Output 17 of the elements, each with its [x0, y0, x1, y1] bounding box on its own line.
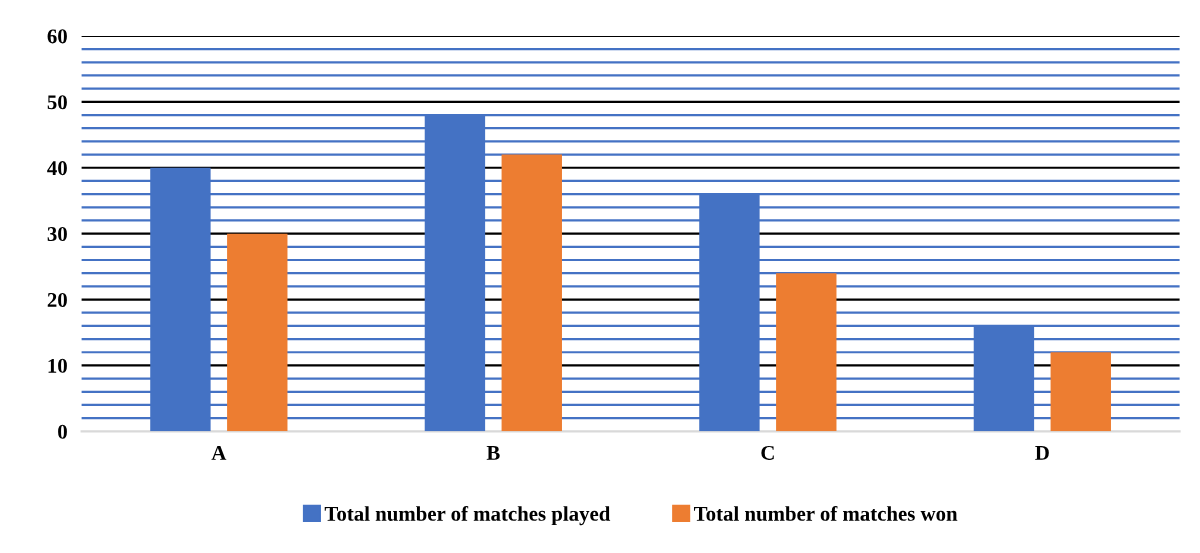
legend-label: Total number of matches played: [324, 505, 611, 526]
bar: [1050, 352, 1111, 432]
y-tick-label: 40: [47, 161, 67, 176]
x-tick-label: B: [486, 446, 500, 460]
x-tick-label: D: [1035, 446, 1049, 460]
y-tick-label: 0: [58, 424, 67, 439]
legend-label: Total number of matches won: [694, 505, 958, 521]
y-tick-label: 60: [47, 29, 67, 44]
x-tick-label: A: [211, 445, 227, 460]
bar: [501, 154, 562, 432]
y-tick-label: 20: [47, 292, 67, 307]
y-tick-label: 30: [47, 227, 67, 242]
bar: [776, 273, 837, 432]
y-tick-label: 50: [47, 95, 67, 110]
y-tick-label: 10: [48, 358, 67, 373]
bar: [227, 233, 288, 432]
x-tick-label: C: [761, 445, 774, 460]
